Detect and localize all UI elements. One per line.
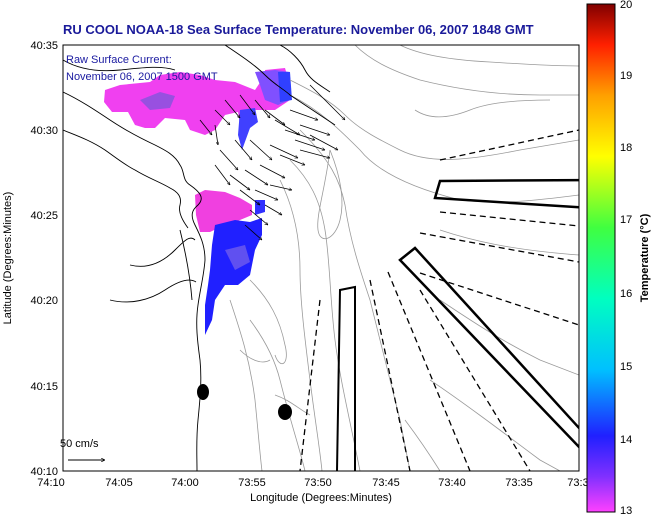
x-tick-label: 73:55	[238, 477, 266, 489]
x-tick-label: 73:40	[438, 477, 466, 489]
x-axis-label: Longitude (Degrees:Minutes)	[250, 492, 392, 504]
x-tick-label: 74:00	[171, 477, 199, 489]
colorbar: 20 19 18 17 16 15 14 13 Temperature (°C)	[586, 0, 651, 517]
sst-field	[104, 68, 292, 335]
sst-patch-mid	[195, 190, 252, 232]
plot-frame	[62, 44, 580, 472]
x-tick-label: 73:45	[372, 477, 400, 489]
colorbar-tick-label: 18	[620, 142, 632, 154]
site-marker-2	[278, 404, 292, 420]
chart-title: RU COOL NOAA-18 Sea Surface Temperature:…	[63, 22, 534, 37]
x-tick-label: 74:10	[37, 477, 65, 489]
radar-beam-south	[336, 285, 356, 471]
y-tick-label: 40:30	[30, 125, 58, 137]
sst-patch-ne-blue	[278, 72, 292, 102]
colorbar-tick-label: 15	[620, 361, 632, 373]
colorbar-tick-label: 19	[620, 70, 632, 82]
x-tick-label: 73:3	[567, 477, 588, 489]
plot-area	[62, 44, 580, 472]
current-label-line1: Raw Surface Current:	[66, 54, 172, 66]
x-tick-label: 73:50	[304, 477, 332, 489]
sst-patch-south-violet	[225, 245, 250, 270]
radar-beam-east	[433, 178, 579, 209]
colorbar-scale	[586, 3, 616, 513]
colorbar-tick-label: 16	[620, 288, 632, 300]
bathymetry-contours	[229, 45, 579, 471]
y-tick-label: 40:25	[30, 210, 58, 222]
radar-beams	[299, 129, 579, 471]
x-tick-label: 73:35	[505, 477, 533, 489]
site-marker-1	[197, 384, 209, 400]
scale-label: 50 cm/s	[60, 438, 99, 450]
current-label-line2: November 06, 2007 1500 GMT	[66, 71, 218, 83]
sst-patch-blue-strip	[238, 108, 258, 150]
y-tick-label: 40:20	[30, 295, 58, 307]
colorbar-tick-label: 20	[620, 0, 632, 11]
coastline	[63, 45, 336, 471]
sst-patch-south-blue	[205, 218, 262, 335]
colorbar-label: Temperature (°C)	[639, 213, 651, 302]
y-axis-label: Latitude (Degrees:Minutes)	[2, 192, 14, 325]
colorbar-tick-label: 17	[620, 214, 632, 226]
y-axis: 40:35 40:30 40:25 40:20 40:15 40:10 Lati…	[2, 40, 58, 478]
colorbar-tick-label: 14	[620, 434, 632, 446]
current-vectors	[199, 84, 345, 240]
radar-beam-se	[398, 246, 579, 449]
y-tick-label: 40:35	[30, 40, 58, 52]
colorbar-tick-label: 13	[620, 505, 632, 517]
y-tick-label: 40:15	[30, 381, 58, 393]
y-tick-label: 40:10	[30, 466, 58, 478]
sst-patch-north-cool	[140, 92, 175, 110]
x-axis: 74:10 74:05 74:00 73:55 73:50 73:45 73:4…	[37, 477, 588, 504]
x-tick-label: 74:05	[105, 477, 133, 489]
